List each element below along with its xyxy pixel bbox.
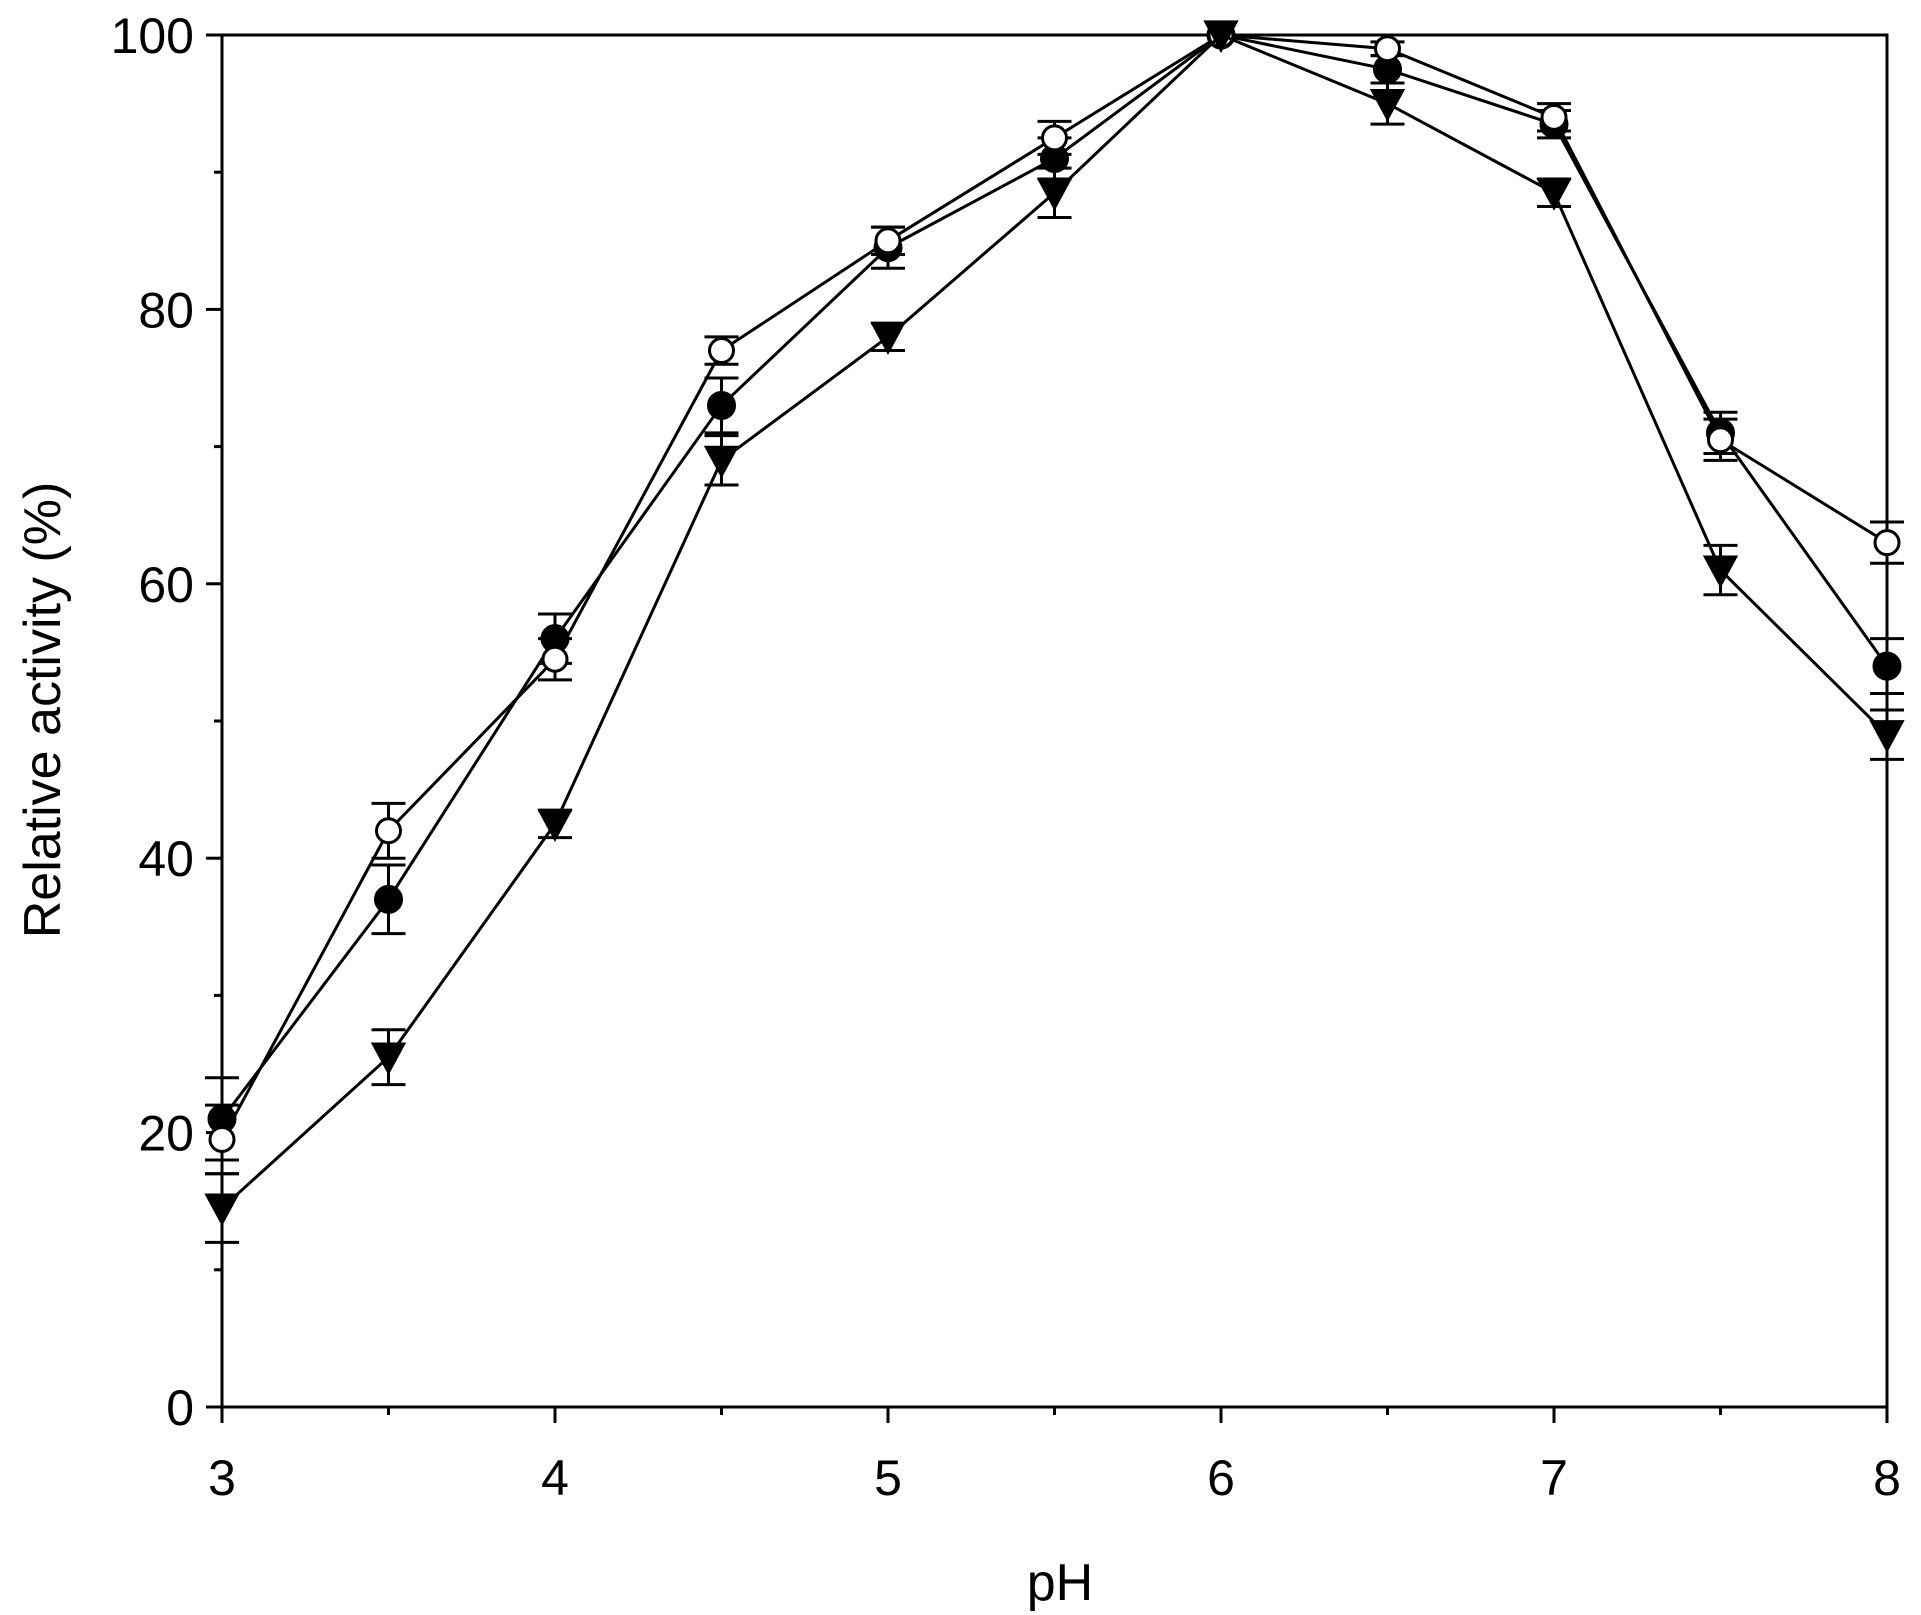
data-point [870, 322, 906, 355]
data-point [874, 227, 902, 255]
y-tick-label: 40 [138, 831, 194, 887]
data-point [1041, 124, 1068, 152]
y-tick-label: 0 [166, 1380, 194, 1436]
data-point [1369, 89, 1406, 122]
data-point [1536, 178, 1572, 211]
x-tick-label: 6 [1207, 1450, 1235, 1506]
x-tick-label: 4 [541, 1450, 569, 1506]
data-point [374, 884, 403, 914]
data-point [537, 809, 573, 843]
y-tick-label: 100 [111, 8, 194, 64]
x-tick-label: 5 [874, 1450, 902, 1506]
data-point [208, 1125, 236, 1153]
plot-frame [220, 33, 1889, 1409]
y-tick-label: 80 [138, 282, 194, 338]
data-point [1374, 35, 1401, 63]
data-point [707, 390, 736, 420]
x-tick-label: 8 [1873, 1450, 1901, 1506]
x-axis-title: pH [1027, 1554, 1093, 1612]
y-tick-label: 20 [138, 1106, 194, 1162]
data-point [375, 817, 402, 845]
data-point [708, 337, 735, 365]
data-point [204, 1193, 240, 1227]
data-point [1869, 720, 1905, 753]
data-point [1036, 178, 1073, 211]
data-point [370, 1042, 407, 1076]
x-tick-label: 7 [1540, 1450, 1568, 1506]
data-point [1873, 529, 1901, 557]
data-point [1540, 103, 1568, 131]
data-point [1203, 20, 1239, 54]
data-point [703, 445, 740, 479]
data-point [541, 645, 569, 673]
y-tick-label: 60 [138, 557, 194, 613]
x-tick-label: 3 [208, 1450, 236, 1506]
data-point [1707, 426, 1734, 454]
data-point [1872, 651, 1902, 681]
data-point [1702, 555, 1739, 589]
y-axis-title: Relative activity (%) [14, 482, 72, 939]
